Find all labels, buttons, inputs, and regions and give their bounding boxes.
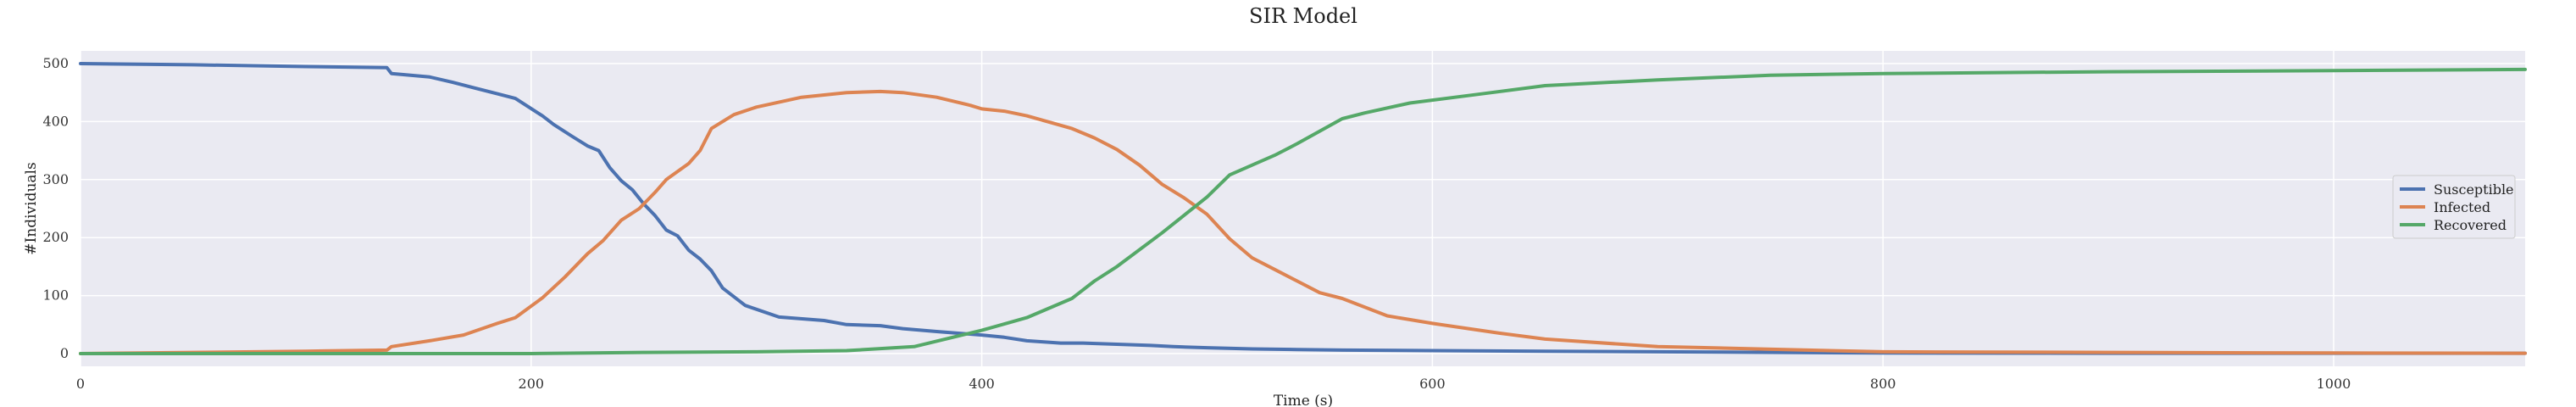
plot-area [80,51,2525,366]
series-line-susceptible [79,62,2527,355]
y-axis-label: #Individuals [23,162,40,254]
x-tick-label: 600 [1419,376,1446,392]
x-axis-label: Time (s) [1274,393,1333,407]
chart-title: SIR Model [1249,4,1357,28]
legend-label-susceptible: Susceptible [2434,181,2514,198]
tick-labels: 0 200 400 600 800 1000 0 100 200 300 400 500 [42,55,2351,392]
x-tick-label: 200 [519,376,545,392]
y-tick-label: 200 [42,229,69,245]
x-tick-label: 0 [76,376,85,392]
legend-box [2392,175,2516,239]
y-tick-label: 100 [42,287,69,304]
y-tick-label: 0 [60,345,69,361]
y-tick-label: 500 [42,55,69,71]
series-lines [79,62,2527,355]
y-tick-label: 400 [42,113,69,129]
series-line-recovered [79,67,2527,355]
y-tick-label: 300 [42,171,69,187]
x-tick-label: 800 [1870,376,1896,392]
legend: Susceptible Infected Recovered [2392,175,2516,239]
x-tick-label: 400 [969,376,995,392]
x-tick-label: 1000 [2317,376,2351,392]
legend-label-recovered: Recovered [2434,217,2507,233]
legend-label-infected: Infected [2434,199,2490,215]
series-line-infected [79,89,2527,355]
